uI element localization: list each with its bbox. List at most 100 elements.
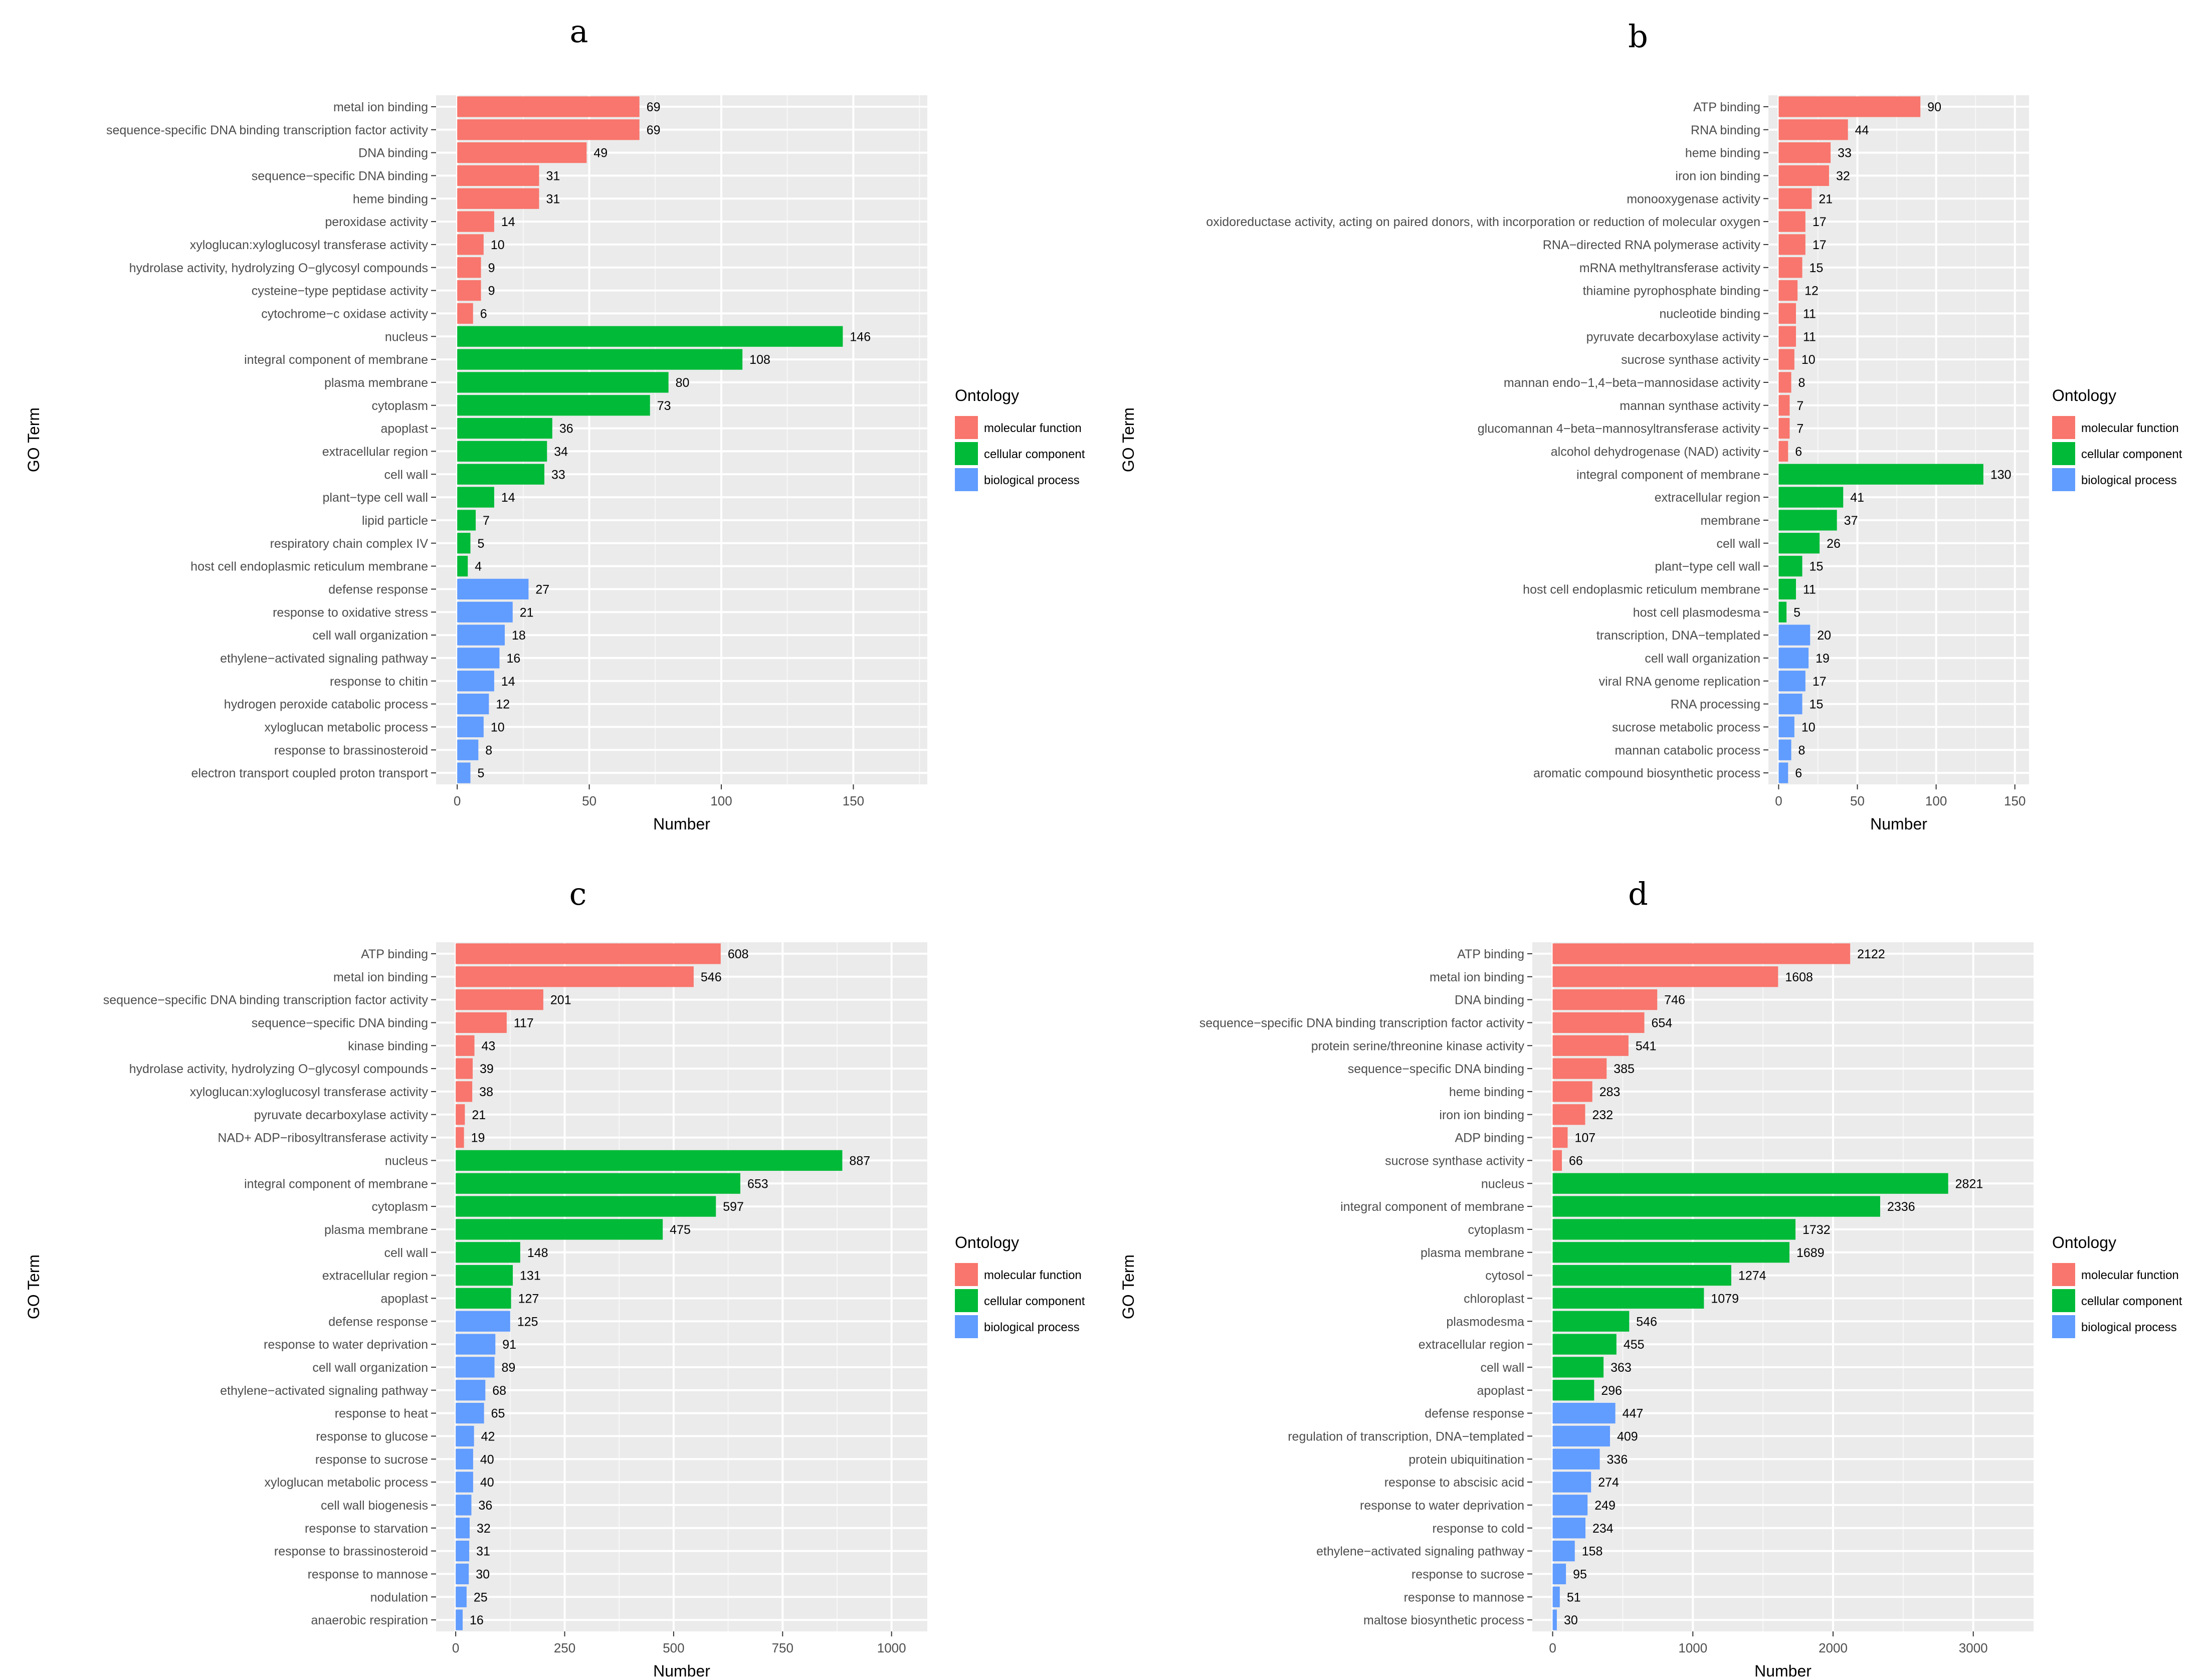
bar-value-label: 11 bbox=[1803, 307, 1816, 321]
x-axis-title: Number bbox=[653, 815, 710, 833]
plot-background bbox=[1768, 95, 2029, 784]
bar-cellular-component bbox=[1552, 1380, 1594, 1401]
bar-value-label: 41 bbox=[1850, 491, 1864, 505]
bar-value-label: 6 bbox=[1795, 766, 1802, 780]
bar-value-label: 19 bbox=[1816, 652, 1830, 666]
bar-molecular-function bbox=[456, 1127, 464, 1148]
bar-cellular-component bbox=[1778, 487, 1844, 508]
bar-value-label: 10 bbox=[491, 720, 505, 734]
bar-value-label: 127 bbox=[518, 1292, 539, 1306]
y-tick-label: ATP binding bbox=[361, 947, 428, 961]
bar-value-label: 89 bbox=[502, 1361, 516, 1375]
bar-value-label: 27 bbox=[535, 582, 549, 596]
bar-value-label: 10 bbox=[1801, 720, 1816, 734]
bar-value-label: 21 bbox=[1819, 192, 1833, 206]
y-tick-label: xyloglucan:xyloglucosyl transferase acti… bbox=[190, 1085, 429, 1099]
y-tick-label: response to chitin bbox=[330, 675, 428, 689]
bar-value-label: 7 bbox=[483, 514, 490, 528]
y-tick-label: mannan endo−1,4−beta−mannosidase activit… bbox=[1504, 376, 1761, 390]
bar-value-label: 2821 bbox=[1955, 1177, 1983, 1191]
y-tick-label: DNA binding bbox=[358, 146, 428, 160]
bar-cellular-component bbox=[1778, 510, 1837, 531]
bar-value-label: 234 bbox=[1592, 1522, 1614, 1536]
bar-biological-process bbox=[457, 716, 484, 738]
bar-biological-process bbox=[457, 601, 513, 622]
bar-molecular-function bbox=[1552, 1012, 1645, 1033]
y-tick-label: cell wall bbox=[1716, 537, 1760, 551]
legend-swatch-molecular-function bbox=[2052, 1263, 2075, 1286]
x-axis-title: Number bbox=[1870, 815, 1927, 833]
y-tick-label: membrane bbox=[1701, 514, 1761, 528]
y-tick-label: response to water deprivation bbox=[1360, 1499, 1524, 1513]
bar-molecular-function bbox=[1778, 417, 1790, 439]
y-tick-label: hydrogen peroxide catabolic process bbox=[224, 698, 428, 712]
bar-value-label: 201 bbox=[550, 993, 571, 1007]
y-tick-label: plant−type cell wall bbox=[322, 491, 428, 505]
bar-cellular-component bbox=[456, 1242, 520, 1263]
bar-molecular-function bbox=[1552, 989, 1658, 1010]
bar-biological-process bbox=[1778, 693, 1802, 715]
bar-value-label: 17 bbox=[1813, 238, 1827, 252]
bar-molecular-function bbox=[1778, 257, 1802, 278]
y-tick-label: response to abscisic acid bbox=[1384, 1476, 1524, 1490]
legend: Ontology molecular function cellular compo… bbox=[955, 386, 1085, 491]
bar-biological-process bbox=[456, 1448, 473, 1469]
y-tick-label: cell wall organization bbox=[312, 1361, 428, 1375]
bar-molecular-function bbox=[1552, 943, 1851, 964]
bar-biological-process bbox=[1552, 1472, 1591, 1493]
bar-value-label: 26 bbox=[1827, 537, 1841, 551]
legend-swatch-biological-process bbox=[955, 468, 978, 491]
bar-value-label: 283 bbox=[1599, 1085, 1621, 1099]
bar-biological-process bbox=[457, 693, 489, 715]
bar-value-label: 117 bbox=[514, 1016, 534, 1030]
bar-value-label: 130 bbox=[1990, 468, 2012, 482]
y-tick-label: maltose biosynthetic process bbox=[1363, 1613, 1524, 1627]
y-tick-label: heme binding bbox=[1685, 146, 1760, 160]
bar-value-label: 363 bbox=[1611, 1361, 1632, 1375]
bar-value-label: 1689 bbox=[1796, 1246, 1825, 1260]
y-tick-label: regulation of transcription, DNA−templat… bbox=[1288, 1429, 1524, 1443]
y-tick-label: xyloglucan metabolic process bbox=[264, 1476, 428, 1490]
bar-biological-process bbox=[456, 1357, 495, 1378]
bar-value-label: 91 bbox=[502, 1338, 516, 1352]
bar-cellular-component bbox=[457, 395, 650, 416]
bar-biological-process bbox=[456, 1518, 470, 1539]
bar-value-label: 32 bbox=[1836, 169, 1850, 183]
y-tick-label: metal ion binding bbox=[1430, 970, 1524, 984]
bar-value-label: 12 bbox=[1804, 284, 1819, 298]
bar-molecular-function bbox=[1552, 1150, 1562, 1171]
bar-cellular-component bbox=[457, 464, 545, 485]
bar-biological-process bbox=[457, 624, 505, 646]
bar-value-label: 18 bbox=[512, 628, 526, 643]
y-axis-title: GO Term bbox=[25, 1254, 43, 1319]
bar-value-label: 1079 bbox=[1711, 1292, 1739, 1306]
y-tick-label: sequence−specific DNA binding bbox=[252, 169, 428, 183]
y-tick-label: response to sucrose bbox=[315, 1452, 428, 1466]
bar-value-label: 232 bbox=[1592, 1108, 1613, 1122]
bar-biological-process bbox=[456, 1563, 469, 1585]
bar-cellular-component bbox=[457, 349, 743, 370]
y-tick-label: response to heat bbox=[335, 1407, 428, 1421]
y-tick-label: NAD+ ADP−ribosyltransferase activity bbox=[218, 1131, 428, 1145]
x-axis-title: Number bbox=[653, 1662, 710, 1680]
bar-biological-process bbox=[1778, 671, 1805, 692]
y-tick-label: apoplast bbox=[380, 1292, 428, 1306]
bar-value-label: 1732 bbox=[1802, 1223, 1831, 1237]
bar-molecular-function bbox=[456, 1081, 473, 1102]
y-tick-label: thiamine pyrophosphate binding bbox=[1583, 284, 1760, 298]
bar-molecular-function bbox=[457, 234, 484, 255]
y-tick-label: cell wall bbox=[384, 468, 428, 482]
bar-value-label: 409 bbox=[1617, 1429, 1638, 1443]
bar-molecular-function bbox=[1552, 966, 1778, 987]
y-tick-label: RNA binding bbox=[1691, 123, 1760, 137]
y-tick-label: integral component of membrane bbox=[244, 1177, 428, 1191]
bar-value-label: 541 bbox=[1636, 1039, 1657, 1053]
legend-swatch-molecular-function bbox=[955, 416, 978, 439]
bar-value-label: 32 bbox=[477, 1522, 491, 1536]
bar-cellular-component bbox=[457, 533, 471, 554]
y-tick-label: sequence−specific DNA binding bbox=[1348, 1062, 1524, 1076]
bar-value-label: 15 bbox=[1810, 560, 1824, 574]
y-tick-label: anaerobic respiration bbox=[311, 1613, 428, 1627]
bar-value-label: 14 bbox=[501, 491, 515, 505]
bar-biological-process bbox=[1552, 1495, 1588, 1516]
